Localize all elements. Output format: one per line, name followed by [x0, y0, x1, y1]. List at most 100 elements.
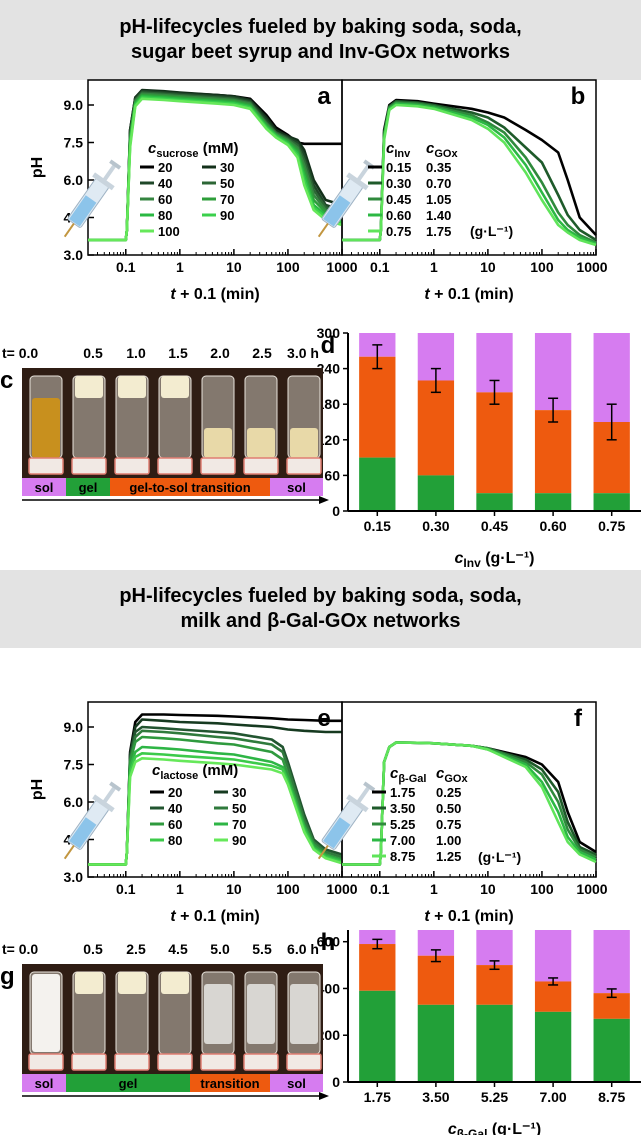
vial [114, 375, 150, 475]
x-axis-label: t + 0.1 (min) [424, 286, 513, 303]
bar-sol [476, 930, 513, 966]
legend-label: 7.00 [390, 833, 415, 848]
x-axis-label-rest: + 0.1 (min) [176, 286, 260, 303]
bar-sol [359, 930, 396, 945]
bar-transition [476, 392, 513, 494]
y-tick-label: 7.5 [64, 135, 84, 151]
x-tick-label: 5.25 [481, 1089, 508, 1105]
x-tick-label: 0.75 [598, 518, 625, 534]
syringe-liquid [323, 817, 351, 849]
legend-label: 0.45 [386, 192, 411, 207]
vial-cap [114, 457, 150, 475]
legend-label: 80 [158, 208, 172, 223]
vial [200, 375, 236, 475]
legend-label: 0.70 [426, 176, 451, 191]
legend-label: 30 [220, 160, 234, 175]
legend-title-sub: lactose [160, 770, 198, 782]
syringe-flange [346, 172, 369, 191]
legend-label: 70 [232, 817, 246, 832]
legend-title-sub: sucrose [156, 148, 198, 160]
vial [200, 971, 236, 1071]
legend-label: 30 [232, 785, 246, 800]
y-tick-label: 600 [317, 934, 341, 950]
timeline-arrow-head [319, 496, 329, 504]
bar-sol [534, 333, 572, 411]
legend-header-var: c [436, 765, 445, 782]
vial [243, 375, 279, 475]
x-tick-label: 100 [530, 259, 554, 275]
bar-gel [476, 493, 513, 511]
x-tick-label: 1000 [576, 881, 607, 897]
vial [28, 375, 64, 475]
x-tick-label: 7.00 [539, 1089, 566, 1105]
x-tick-label: 0.1 [116, 259, 136, 275]
x-tick-label: 1 [430, 259, 438, 275]
syringe-liquid [69, 817, 97, 849]
panel-letter: a [317, 83, 331, 110]
y-tick-label: 60 [324, 467, 340, 483]
syringe-needle [317, 844, 329, 860]
bar-sol [593, 930, 630, 994]
syringe-thumb [363, 781, 376, 792]
legend-unit: (g·L⁻¹) [478, 849, 521, 865]
vial-contents [32, 398, 60, 458]
bar-gel [359, 457, 396, 511]
panel-letter: h [321, 929, 336, 956]
legend-label: 0.60 [386, 208, 411, 223]
x-axis-label-unit: (g·L⁻¹) [481, 550, 535, 567]
header-top-line2: sugar beet syrup and Inv-GOx networks [131, 41, 510, 63]
time-label: 2.0 [210, 345, 230, 361]
vial [71, 971, 107, 1071]
vial-contents [75, 972, 103, 994]
vial-contents [290, 428, 318, 458]
plot-frame [341, 79, 597, 256]
y-tick-label: 6.0 [64, 172, 84, 188]
y-tick-label: 300 [317, 325, 341, 341]
x-tick-label: 10 [226, 881, 242, 897]
syringe-liquid [69, 195, 97, 227]
vial-contents [204, 428, 232, 458]
series-line [342, 103, 597, 247]
x-tick-label: 1 [176, 259, 184, 275]
bar-transition [534, 410, 572, 494]
header-bottom-line2: milk and β-Gal-GOx networks [180, 610, 461, 632]
x-axis-label-rest: + 0.1 (min) [430, 908, 514, 925]
legend-label: 1.40 [426, 208, 451, 223]
x-axis-label-var: t [170, 908, 176, 925]
legend-label: 0.75 [436, 817, 461, 832]
vial-cap [157, 1053, 193, 1071]
y-tick-label: 9.0 [64, 97, 84, 113]
vial-cap [243, 1053, 279, 1071]
legend-label: 20 [158, 160, 172, 175]
x-tick-label: 0.1 [370, 259, 390, 275]
bar-gel [534, 493, 572, 511]
time-label: 2.5 [126, 941, 146, 957]
legend-title: clactose (mM) [152, 762, 238, 782]
bar-sol [534, 930, 572, 982]
vial-cap [286, 457, 322, 475]
x-tick-label: 1.75 [364, 1089, 391, 1105]
vial [71, 375, 107, 475]
legend-title-var: c [152, 762, 161, 779]
legend-title-unit: (mM) [198, 762, 238, 779]
legend-label: 90 [232, 833, 246, 848]
vial-contents [204, 984, 232, 1044]
x-axis-label-var: c [455, 550, 464, 567]
panel-c: t= 0.0 0.5 1.0 1.5 2.0 2.5 3.0 h c sol gel gel-to-… [0, 345, 329, 504]
syringe-icon [317, 781, 376, 860]
time-label: 4.5 [168, 941, 188, 957]
vial [28, 971, 64, 1071]
legend-label: 0.25 [436, 785, 461, 800]
vial-contents [247, 428, 275, 458]
legend-label: 90 [220, 208, 234, 223]
vial-contents [247, 984, 275, 1044]
x-axis-label-var: t [424, 908, 430, 925]
vial-cap [157, 457, 193, 475]
vial [157, 375, 193, 475]
state-label: sol [35, 1076, 54, 1091]
legend-label: 0.15 [386, 160, 411, 175]
legend-label: 1.75 [390, 785, 415, 800]
vial-contents [118, 972, 146, 994]
